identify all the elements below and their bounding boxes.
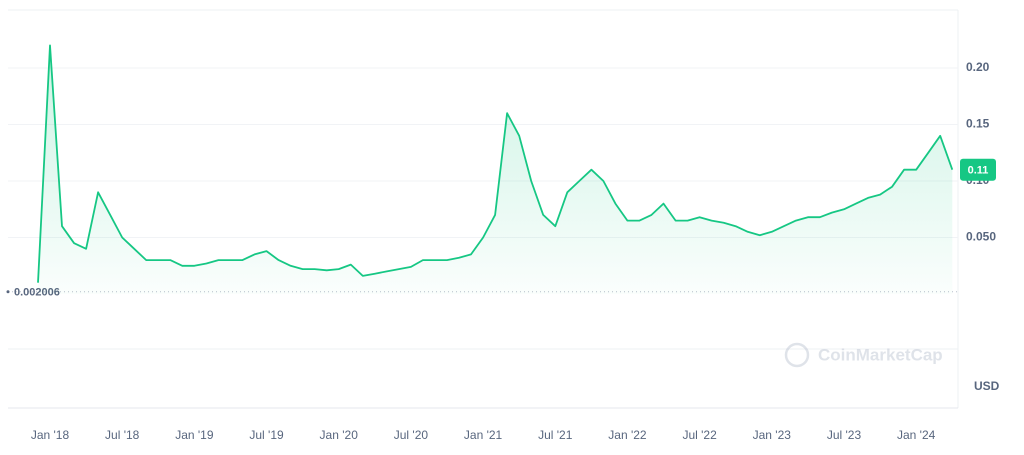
price-badge [960,158,996,181]
x-tick-label: Jan '20 [320,428,359,442]
price-badge-label: 0.11 [968,165,989,177]
volume-unit: USD [974,379,1000,393]
y-tick-label: 0.15 [966,117,990,131]
x-tick-label: Jul '22 [682,428,717,442]
watermark-logo [784,342,810,368]
watermark-text: CoinMarketCap [818,345,943,364]
x-tick-label: Jan '22 [608,428,647,442]
x-tick-label: Jan '19 [175,428,214,442]
y-tick-label: 0.050 [966,230,996,244]
x-tick-label: Jul '21 [538,428,573,442]
baseline-dot [6,290,10,294]
y-tick-label: 0.20 [966,60,990,74]
x-tick-label: Jan '18 [31,428,70,442]
x-tick-label: Jul '19 [249,428,284,442]
x-tick-label: Jul '20 [394,428,429,442]
price-line [37,44,954,283]
x-tick-label: Jul '18 [105,428,140,442]
x-tick-label: Jan '24 [897,428,936,442]
watermark: CoinMarketCap [784,342,943,368]
x-tick-label: Jul '23 [827,428,862,442]
x-tick-label: Jan '23 [753,428,792,442]
x-tick-label: Jan '21 [464,428,503,442]
area [38,45,953,295]
